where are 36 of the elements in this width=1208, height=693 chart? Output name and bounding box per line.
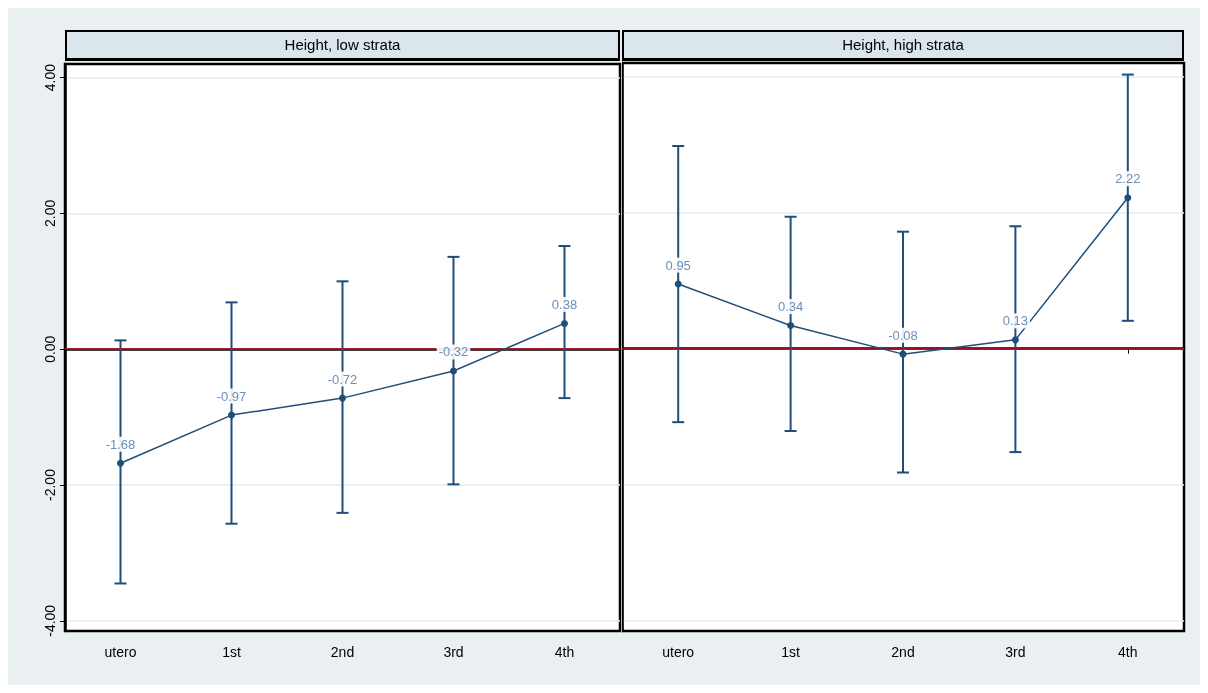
point xyxy=(1011,336,1019,344)
data-label: -0.32 xyxy=(438,344,469,360)
data-label: 0.34 xyxy=(777,299,804,315)
point xyxy=(561,319,568,327)
x-tick-label: 2nd xyxy=(330,644,355,660)
data-label: 0.13 xyxy=(1002,313,1029,329)
point xyxy=(787,322,795,330)
point xyxy=(674,280,682,288)
data-label: -0.72 xyxy=(327,371,358,387)
y-tick-label: -2.00 xyxy=(42,468,58,501)
x-tick-label: 1st xyxy=(781,644,801,660)
x-tick-label: 1st xyxy=(222,644,241,660)
x-tick-label: 4th xyxy=(1118,644,1138,660)
x-tick-label: utero xyxy=(662,644,695,660)
x-tick-label: 4th xyxy=(554,644,575,660)
x-tick-label: 3rd xyxy=(1005,644,1026,660)
point xyxy=(228,411,235,419)
point xyxy=(339,394,346,402)
data-label: 2.22 xyxy=(1115,171,1141,187)
point xyxy=(450,367,457,375)
data-label: 0.95 xyxy=(665,257,691,273)
point xyxy=(117,459,124,467)
chart-title: Height, low strata xyxy=(65,30,620,61)
y-tick-label: -4.00 xyxy=(42,604,58,637)
x-tick-label: 3rd xyxy=(443,644,464,660)
data-label: -0.08 xyxy=(888,327,918,343)
y-tick-label: 0.00 xyxy=(42,335,58,363)
x-tick-label: utero xyxy=(104,644,137,660)
data-label: 0.38 xyxy=(551,296,578,312)
y-tick-label: 2.00 xyxy=(42,199,58,228)
y-tick-label: 4.00 xyxy=(42,63,58,92)
x-tick-label: 2nd xyxy=(891,644,915,660)
data-label: -1.68 xyxy=(105,436,136,452)
data-label: -0.97 xyxy=(216,388,247,404)
point xyxy=(1124,194,1132,202)
chart-title: Height, high strata xyxy=(622,30,1184,61)
